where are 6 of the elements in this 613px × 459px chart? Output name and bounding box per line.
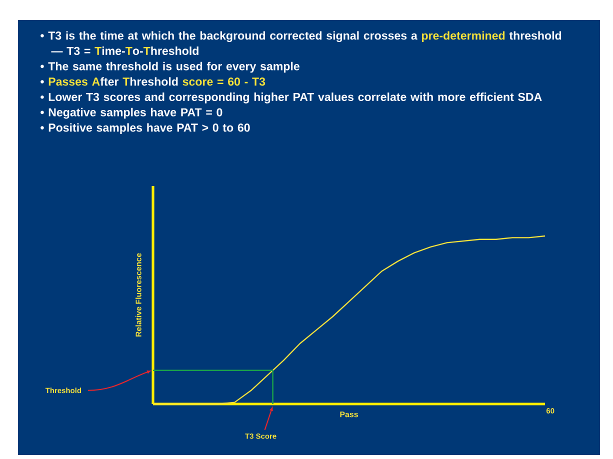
text: • The same threshold is used for every sample [40, 62, 300, 73]
text: • Positive samples have PAT > 0 to 60 [40, 123, 250, 134]
text: • T3 is the time at which the background corrected signal crosses a pre-determined threshold — T3 = Time-To-Threshold [40, 31, 562, 56]
text: • Lower T3 scores and corresponding higher PAT values correlate with more efficient SDA [40, 92, 542, 104]
text: • Passes After Threshold score = 60 - T3 [40, 77, 266, 86]
text: • Negative samples have PAT = 0 [40, 108, 222, 119]
